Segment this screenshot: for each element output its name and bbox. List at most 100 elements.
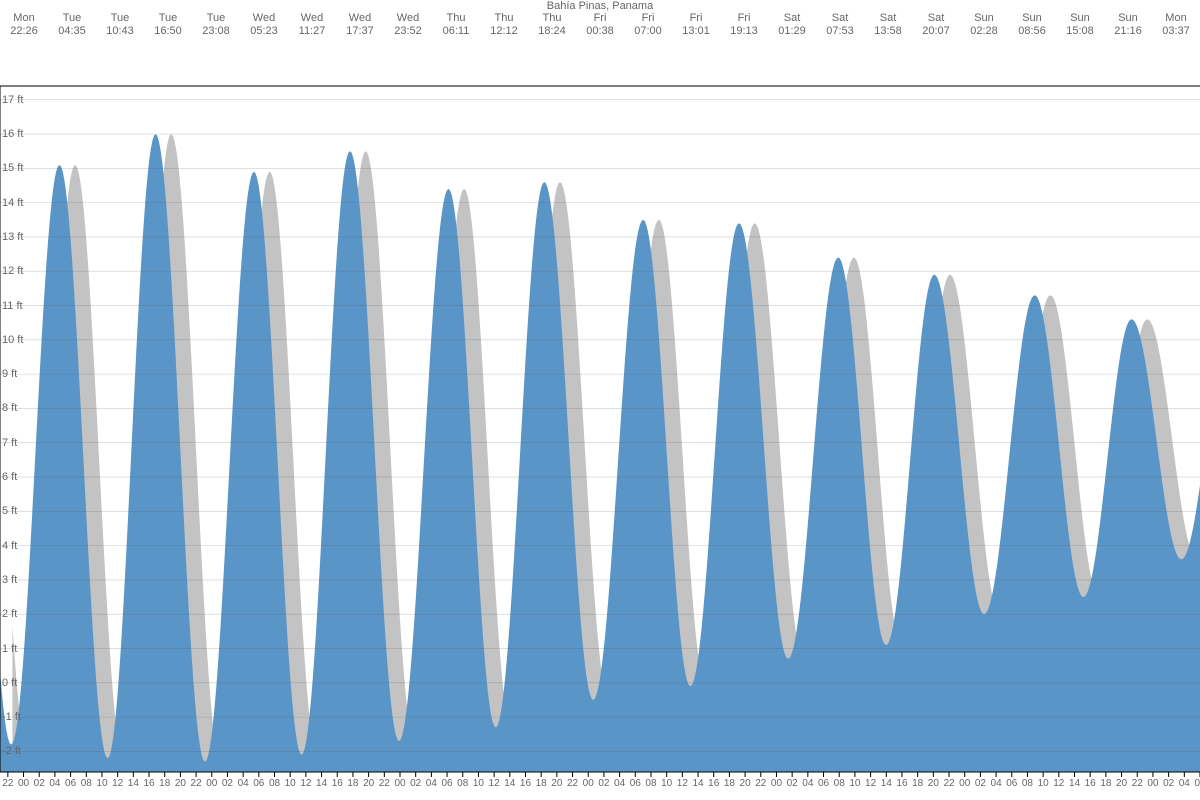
x-tick-label: 16	[332, 778, 343, 789]
tide-time-label: Sun02:28	[962, 12, 1006, 38]
y-tick-label: 8 ft	[2, 402, 17, 414]
tide-time-label: Thu18:24	[530, 12, 574, 38]
y-tick-label: 15 ft	[2, 162, 23, 174]
y-tick-label: 11 ft	[2, 300, 23, 312]
tide-time-label: Tue04:35	[50, 12, 94, 38]
tide-time-label: Tue16:50	[146, 12, 190, 38]
x-tick-label: 16	[1085, 778, 1096, 789]
y-tick-label: 6 ft	[2, 471, 17, 483]
tide-time-label: Thu12:12	[482, 12, 526, 38]
x-tick-label: 04	[49, 778, 60, 789]
y-tick-label: 4 ft	[2, 540, 17, 552]
x-tick-label: 20	[1116, 778, 1127, 789]
x-tick-label: 16	[143, 778, 154, 789]
y-tick-label: 10 ft	[2, 334, 23, 346]
tide-time-label: Sat07:53	[818, 12, 862, 38]
x-tick-label: 10	[96, 778, 107, 789]
x-tick-label: 06	[253, 778, 264, 789]
x-tick-label: 10	[285, 778, 296, 789]
x-tick-label: 10	[849, 778, 860, 789]
x-tick-label: 12	[489, 778, 500, 789]
x-tick-label: 16	[896, 778, 907, 789]
x-tick-label: 08	[269, 778, 280, 789]
x-tick-label: 10	[1038, 778, 1049, 789]
x-tick-label: 02	[222, 778, 233, 789]
tide-time-label: Fri19:13	[722, 12, 766, 38]
x-tick-label: 22	[567, 778, 578, 789]
x-tick-label: 14	[128, 778, 139, 789]
x-tick-label: 00	[394, 778, 405, 789]
x-tick-label: 20	[363, 778, 374, 789]
x-tick-label: 06	[441, 778, 452, 789]
tide-time-label: Fri00:38	[578, 12, 622, 38]
tide-time-label: Wed05:23	[242, 12, 286, 38]
x-tick-label: 22	[943, 778, 954, 789]
x-tick-label: 00	[18, 778, 29, 789]
y-tick-label: 14 ft	[2, 197, 23, 209]
chart-svg	[0, 0, 1200, 800]
tide-chart: Bahía Pinas, Panama 22000204060810121416…	[0, 0, 1200, 800]
y-tick-label: 2 ft	[2, 608, 17, 620]
x-tick-label: 22	[755, 778, 766, 789]
x-tick-label: 14	[692, 778, 703, 789]
x-tick-label: 20	[175, 778, 186, 789]
x-tick-label: 06	[818, 778, 829, 789]
x-tick-label: 04	[1179, 778, 1190, 789]
x-tick-label: 14	[1069, 778, 1080, 789]
x-tick-label: 16	[708, 778, 719, 789]
tide-time-label: Sun08:56	[1010, 12, 1054, 38]
x-tick-label: 18	[347, 778, 358, 789]
x-tick-label: 22	[191, 778, 202, 789]
tide-time-label: Sat20:07	[914, 12, 958, 38]
y-tick-label: 0 ft	[2, 677, 17, 689]
x-tick-label: 22	[379, 778, 390, 789]
x-tick-label: 04	[614, 778, 625, 789]
x-tick-label: 20	[928, 778, 939, 789]
y-tick-label: 13 ft	[2, 231, 23, 243]
y-tick-label: 16 ft	[2, 128, 23, 140]
tide-time-label: Sat13:58	[866, 12, 910, 38]
tide-time-label: Tue10:43	[98, 12, 142, 38]
x-tick-label: 04	[991, 778, 1002, 789]
x-tick-label: 14	[881, 778, 892, 789]
x-tick-label: 10	[473, 778, 484, 789]
x-tick-label: 02	[598, 778, 609, 789]
y-tick-label: -2 ft	[2, 745, 21, 757]
y-tick-label: 17 ft	[2, 94, 23, 106]
x-tick-label: 12	[300, 778, 311, 789]
x-tick-label: 20	[740, 778, 751, 789]
y-tick-label: 5 ft	[2, 505, 17, 517]
y-tick-label: 12 ft	[2, 265, 23, 277]
x-tick-label: 18	[536, 778, 547, 789]
x-tick-label: 00	[959, 778, 970, 789]
x-tick-label: 12	[112, 778, 123, 789]
y-tick-label: 7 ft	[2, 437, 17, 449]
tide-time-label: Tue23:08	[194, 12, 238, 38]
tide-time-label: Mon22:26	[2, 12, 46, 38]
tide-time-label: Wed11:27	[290, 12, 334, 38]
tide-time-label: Sun21:16	[1106, 12, 1150, 38]
x-tick-label: 14	[316, 778, 327, 789]
x-tick-label: 04	[426, 778, 437, 789]
tide-time-label: Fri07:00	[626, 12, 670, 38]
x-tick-label: 04	[238, 778, 249, 789]
x-tick-label: 18	[724, 778, 735, 789]
x-tick-label: 06	[1194, 778, 1200, 789]
tide-time-label: Fri13:01	[674, 12, 718, 38]
x-tick-label: 18	[1100, 778, 1111, 789]
tide-time-label: Thu06:11	[434, 12, 478, 38]
x-tick-label: 20	[551, 778, 562, 789]
x-tick-label: 18	[159, 778, 170, 789]
x-tick-label: 02	[410, 778, 421, 789]
x-tick-label: 00	[583, 778, 594, 789]
x-tick-label: 12	[677, 778, 688, 789]
x-tick-label: 06	[630, 778, 641, 789]
x-tick-label: 02	[787, 778, 798, 789]
x-tick-label: 06	[65, 778, 76, 789]
y-tick-label: 9 ft	[2, 368, 17, 380]
y-tick-label: -1 ft	[2, 711, 21, 723]
y-tick-label: 1 ft	[2, 643, 17, 655]
tide-time-label: Wed23:52	[386, 12, 430, 38]
x-tick-label: 02	[1163, 778, 1174, 789]
x-tick-label: 08	[1022, 778, 1033, 789]
